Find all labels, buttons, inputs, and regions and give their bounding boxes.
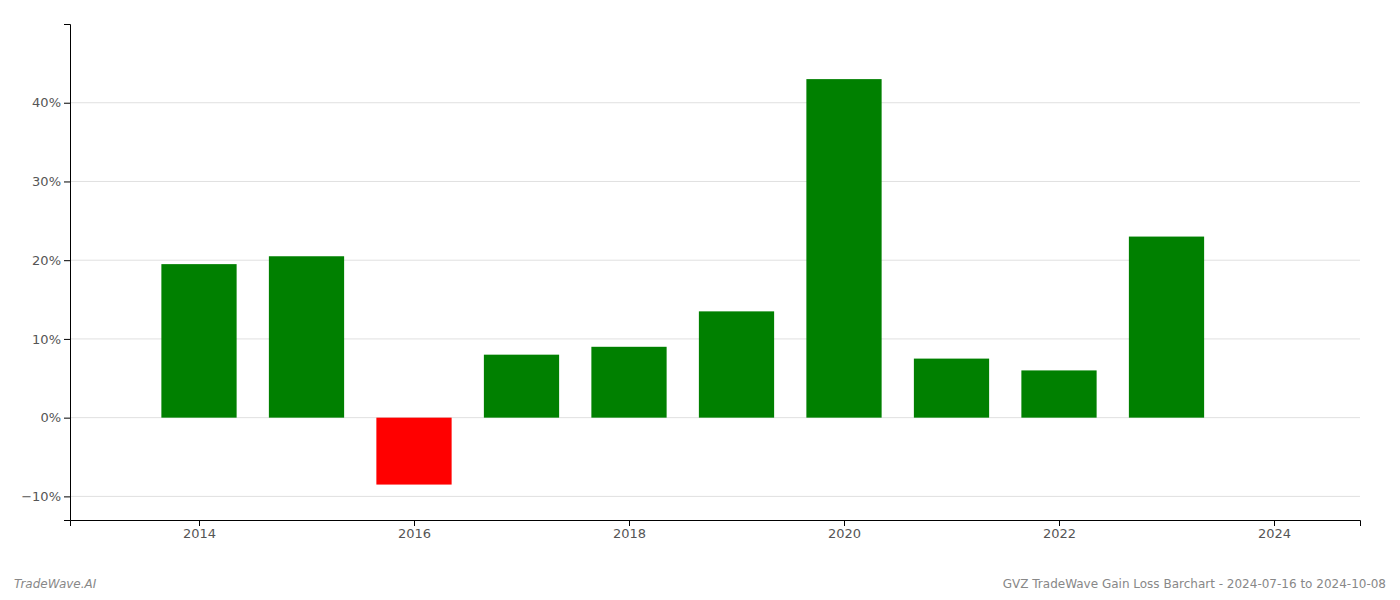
x-tick: 2016	[398, 520, 431, 541]
y-tick-mark	[64, 339, 70, 340]
chart: 2014 2016 2018 2020 2022 2024 −10% 0% 10% 20% 30% 4…	[0, 0, 1400, 600]
bar	[699, 311, 774, 417]
x-tick: 2020	[828, 520, 861, 541]
y-tick-label: −10%	[21, 489, 61, 504]
x-tick-mark	[1274, 520, 1275, 526]
grid-line	[70, 181, 1360, 182]
y-tick-label: 0%	[40, 410, 61, 425]
grid-line	[70, 496, 1360, 497]
x-tick-mark	[629, 520, 630, 526]
y-tick-mark	[64, 418, 70, 419]
x-tick-mark	[844, 520, 845, 526]
bar	[376, 418, 451, 485]
y-tick: −10%	[21, 489, 70, 504]
bar	[484, 355, 559, 418]
bar	[806, 79, 881, 418]
y-tick: 30%	[32, 174, 70, 189]
y-tick-label: 30%	[32, 174, 61, 189]
y-tick-label: 20%	[32, 253, 61, 268]
plot: 2014 2016 2018 2020 2022 2024 −10% 0% 10% 20% 30% 4…	[21, 25, 1360, 542]
y-tick-label: 10%	[32, 332, 61, 347]
footer-left: TradeWave.AI	[14, 577, 97, 591]
x-tick-mark	[1059, 520, 1060, 526]
y-tick: 10%	[32, 332, 70, 347]
y-tick-mark	[64, 496, 70, 497]
x-tick-label: 2022	[1043, 526, 1076, 541]
y-tick-mark	[64, 103, 70, 104]
grid-line	[70, 102, 1360, 103]
bar	[269, 256, 344, 417]
y-tick-mark	[64, 181, 70, 182]
bar	[1129, 237, 1204, 418]
y-tick: 40%	[32, 95, 70, 110]
x-tick-mark	[414, 520, 415, 526]
y-tick: 0%	[40, 410, 70, 425]
y-tick-mark	[64, 260, 70, 261]
bar	[591, 347, 666, 418]
bars	[161, 79, 1204, 484]
x-tick-label: 2020	[828, 526, 861, 541]
bar	[161, 264, 236, 418]
y-axis-line	[64, 25, 71, 521]
grid	[70, 103, 1360, 497]
footer-right: GVZ TradeWave Gain Loss Barchart - 2024-…	[1003, 577, 1386, 591]
y-tick: 20%	[32, 253, 70, 268]
y-axis: −10% 0% 10% 20% 30% 40%	[21, 25, 70, 521]
x-tick: 2018	[613, 520, 646, 541]
x-tick: 2022	[1043, 520, 1076, 541]
x-tick: 2014	[183, 520, 216, 541]
y-tick-label: 40%	[32, 95, 61, 110]
x-tick-label: 2014	[183, 526, 216, 541]
bar	[914, 359, 989, 418]
x-tick-label: 2018	[613, 526, 646, 541]
bar	[1021, 370, 1096, 417]
x-tick-label: 2024	[1258, 526, 1291, 541]
x-tick-label: 2016	[398, 526, 431, 541]
x-axis: 2014 2016 2018 2020 2022 2024	[71, 520, 1361, 541]
x-tick: 2024	[1258, 520, 1291, 541]
x-axis-line	[71, 521, 1361, 527]
x-tick-mark	[199, 520, 200, 526]
